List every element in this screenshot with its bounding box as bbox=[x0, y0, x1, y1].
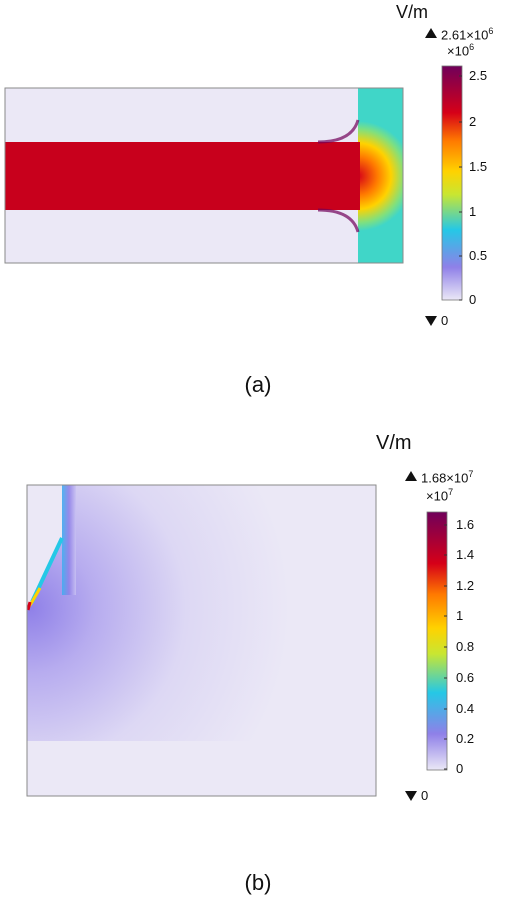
gap-field-b bbox=[62, 485, 76, 595]
unit-label-b: V/m bbox=[376, 432, 412, 454]
tick-b-7: 0.2 bbox=[456, 731, 475, 746]
max-value-b: 1.68×107 bbox=[421, 469, 474, 486]
tick-a-3: 1 bbox=[469, 204, 477, 219]
upper-electrode-b bbox=[27, 485, 62, 606]
upper-electrode-a bbox=[5, 88, 358, 142]
min-value-a: 0 bbox=[441, 313, 449, 328]
tick-a-0: 2.5 bbox=[469, 68, 488, 83]
tick-a-1: 2 bbox=[469, 114, 477, 129]
tick-b-4: 0.8 bbox=[456, 639, 475, 654]
tick-b-1: 1.4 bbox=[456, 547, 475, 562]
tick-a-2: 1.5 bbox=[469, 159, 488, 174]
caption-a: (a) bbox=[244, 372, 272, 397]
lower-electrode-a bbox=[5, 210, 358, 263]
tick-b-8: 0 bbox=[456, 761, 464, 776]
panel-b: V/m 1.68×107 ×107 1.6 1.4 1.2 1 0.8 0.6 … bbox=[0, 430, 520, 895]
colorbar-b bbox=[426, 511, 448, 771]
tick-b-3: 1 bbox=[456, 608, 464, 623]
field-plot-b bbox=[26, 471, 448, 801]
min-value-b: 0 bbox=[421, 788, 429, 803]
caption-b: (b) bbox=[244, 870, 272, 895]
tick-b-2: 1.2 bbox=[456, 578, 475, 593]
max-arrow-b bbox=[405, 471, 417, 481]
channel-field-a bbox=[5, 142, 360, 210]
panel-a: V/m 2.61×106 ×106 2.5 2 1.5 1 0.5 0 0 (a… bbox=[4, 2, 494, 397]
tick-a-4: 0.5 bbox=[469, 248, 488, 263]
field-plot-a bbox=[4, 28, 463, 326]
lower-electrode-b bbox=[27, 741, 376, 796]
min-arrow-b bbox=[405, 791, 417, 801]
cavity-field-a bbox=[358, 88, 403, 263]
unit-label-a: V/m bbox=[396, 2, 429, 22]
tick-b-6: 0.4 bbox=[456, 701, 475, 716]
tick-b-0: 1.6 bbox=[456, 517, 475, 532]
tick-a-5: 0 bbox=[469, 292, 477, 307]
colorbar-a bbox=[441, 65, 463, 301]
multiplier-b: ×107 bbox=[426, 487, 454, 504]
tick-b-5: 0.6 bbox=[456, 670, 475, 685]
multiplier-a: ×106 bbox=[447, 42, 475, 59]
max-arrow-a bbox=[425, 28, 437, 38]
min-arrow-a bbox=[425, 316, 437, 326]
max-value-a: 2.61×106 bbox=[441, 26, 494, 43]
